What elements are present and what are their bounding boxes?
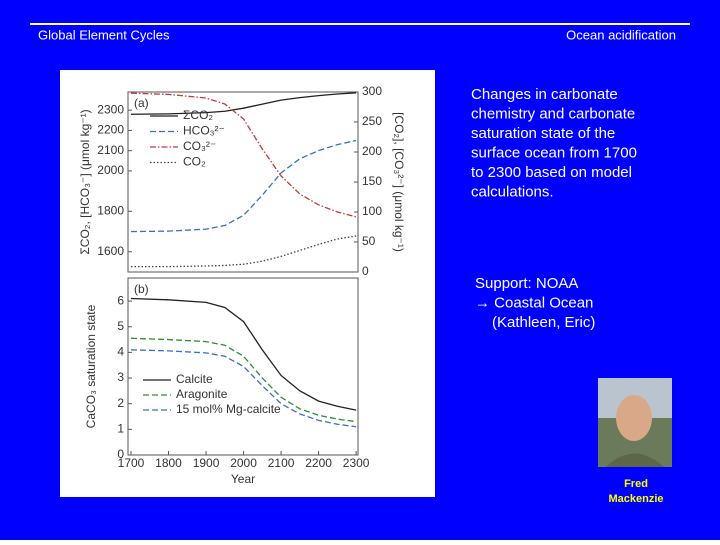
y2-tick-label: 50 bbox=[362, 234, 376, 248]
y-tick-label: 4 bbox=[117, 345, 124, 359]
x-tick-label: 2100 bbox=[268, 456, 295, 470]
caption-line: chemistry and carbonate bbox=[471, 105, 635, 122]
plot-frame bbox=[127, 277, 359, 456]
series-line bbox=[131, 235, 357, 268]
x-tick-label: 1800 bbox=[155, 456, 182, 470]
y-tick-label: 2 bbox=[117, 396, 124, 410]
support-line: → Coastal Ocean bbox=[475, 294, 593, 311]
caption-line: saturation state of the bbox=[471, 125, 615, 142]
y2-tick-label: 0 bbox=[362, 264, 369, 278]
support-line: (Kathleen, Eric) bbox=[492, 314, 595, 331]
panel-label: (b) bbox=[134, 282, 149, 296]
y-tick-label: 0 bbox=[117, 447, 124, 461]
y2-tick-label: 200 bbox=[362, 144, 382, 158]
person-last: Mackenzie bbox=[608, 493, 663, 505]
caption-line: Changes in carbonate bbox=[471, 86, 618, 103]
y2-tick-label: 250 bbox=[362, 114, 382, 128]
y-tick-label: 3 bbox=[117, 370, 124, 384]
caption-line: to 2300 based on model bbox=[471, 164, 632, 181]
y-tick-label: 6 bbox=[117, 293, 124, 307]
x-tick-label: 1700 bbox=[118, 456, 145, 470]
photo bbox=[598, 378, 672, 467]
y2-axis-title: [CO₂], [CO₃²⁻] (μmol kg⁻¹) bbox=[392, 112, 406, 252]
y2-tick-label: 300 bbox=[362, 84, 382, 98]
caption-line: surface ocean from 1700 bbox=[471, 144, 637, 161]
y-tick-label: 2200 bbox=[97, 123, 124, 137]
y-tick-label: 2000 bbox=[97, 163, 124, 177]
y-axis-title: CaCO₃ saturation state bbox=[84, 304, 98, 428]
x-tick-label: 2200 bbox=[305, 456, 332, 470]
y-tick-label: 2300 bbox=[97, 102, 124, 116]
series-line bbox=[130, 337, 357, 423]
y2-tick-label: 150 bbox=[362, 174, 382, 188]
legend-label: Calcite bbox=[176, 372, 213, 386]
person-first: Fred bbox=[624, 478, 648, 490]
legend-label: HCO₃²⁻ bbox=[183, 124, 225, 138]
y-tick-label: 2100 bbox=[97, 143, 124, 157]
legend-label: 15 mol% Mg-calcite bbox=[176, 402, 281, 416]
x-axis-title: Year bbox=[231, 472, 255, 486]
series-line bbox=[130, 297, 357, 411]
y-axis-title: ΣCO₂, [HCO₃⁻] (μmol kg⁻¹) bbox=[78, 109, 92, 254]
y-tick-label: 1600 bbox=[97, 244, 124, 258]
x-tick-label: 1900 bbox=[193, 456, 220, 470]
y-tick-label: 1800 bbox=[97, 203, 124, 217]
header-left: Global Element Cycles bbox=[38, 27, 170, 42]
caption-line: calculations. bbox=[471, 183, 554, 200]
legend-label: CO₂ bbox=[183, 155, 206, 169]
figure-panel bbox=[60, 70, 435, 497]
caption: Changes in carbonate chemistry and carbon… bbox=[471, 86, 637, 201]
support-line: Support: NOAA bbox=[475, 275, 578, 292]
support: Support: NOAA → Coastal Ocean (Kathleen, E… bbox=[475, 275, 595, 331]
y-tick-label: 5 bbox=[117, 319, 124, 333]
y-tick-label: 1 bbox=[117, 422, 124, 436]
x-tick-label: 2000 bbox=[230, 456, 257, 470]
legend-label: CO₃²⁻ bbox=[183, 139, 216, 153]
legend-label: Aragonite bbox=[176, 387, 228, 401]
panel-label: (a) bbox=[134, 96, 149, 110]
legend-label: ΣCO₂ bbox=[183, 108, 213, 122]
y2-tick-label: 100 bbox=[362, 204, 382, 218]
series-line bbox=[130, 92, 357, 115]
series-line bbox=[130, 92, 357, 218]
header-right: Ocean acidification bbox=[566, 27, 676, 42]
x-tick-label: 2300 bbox=[343, 456, 370, 470]
